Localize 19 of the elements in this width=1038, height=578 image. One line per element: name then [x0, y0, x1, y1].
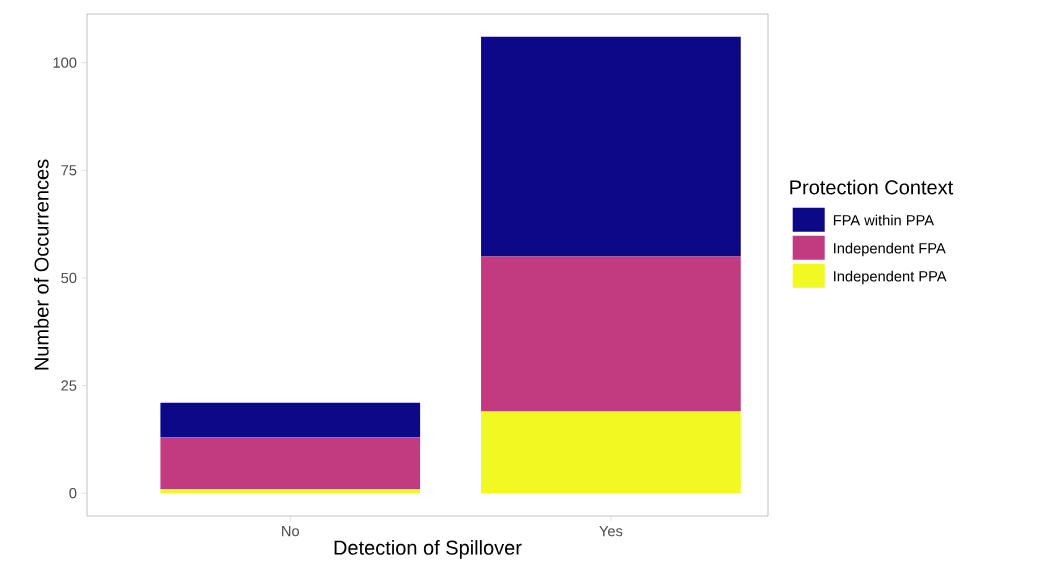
- x-tick-label: No: [282, 526, 300, 537]
- bar: [160, 402, 421, 438]
- legend-title: Protection Context: [790, 179, 954, 195]
- legend-label: Independent FPA: [834, 242, 946, 257]
- legend-label: FPA within PPA: [833, 214, 935, 226]
- y-tick-label: 0: [69, 488, 77, 499]
- y-tick-label: 75: [61, 165, 77, 176]
- bar: [160, 488, 421, 494]
- bar: [481, 411, 741, 494]
- legend-label: Independent PPA: [834, 270, 947, 285]
- y-tick-label: 50: [61, 272, 77, 284]
- bar: [481, 36, 741, 257]
- bar: [481, 256, 741, 412]
- y-tick-label: 25: [61, 380, 77, 391]
- x-axis-title: Detection of Spillover: [334, 540, 522, 559]
- y-tick-label: 100: [53, 57, 77, 68]
- y-axis-title: Number of Occurrences: [33, 159, 49, 370]
- bar: [160, 437, 421, 489]
- x-tick-label: Yes: [599, 526, 623, 537]
